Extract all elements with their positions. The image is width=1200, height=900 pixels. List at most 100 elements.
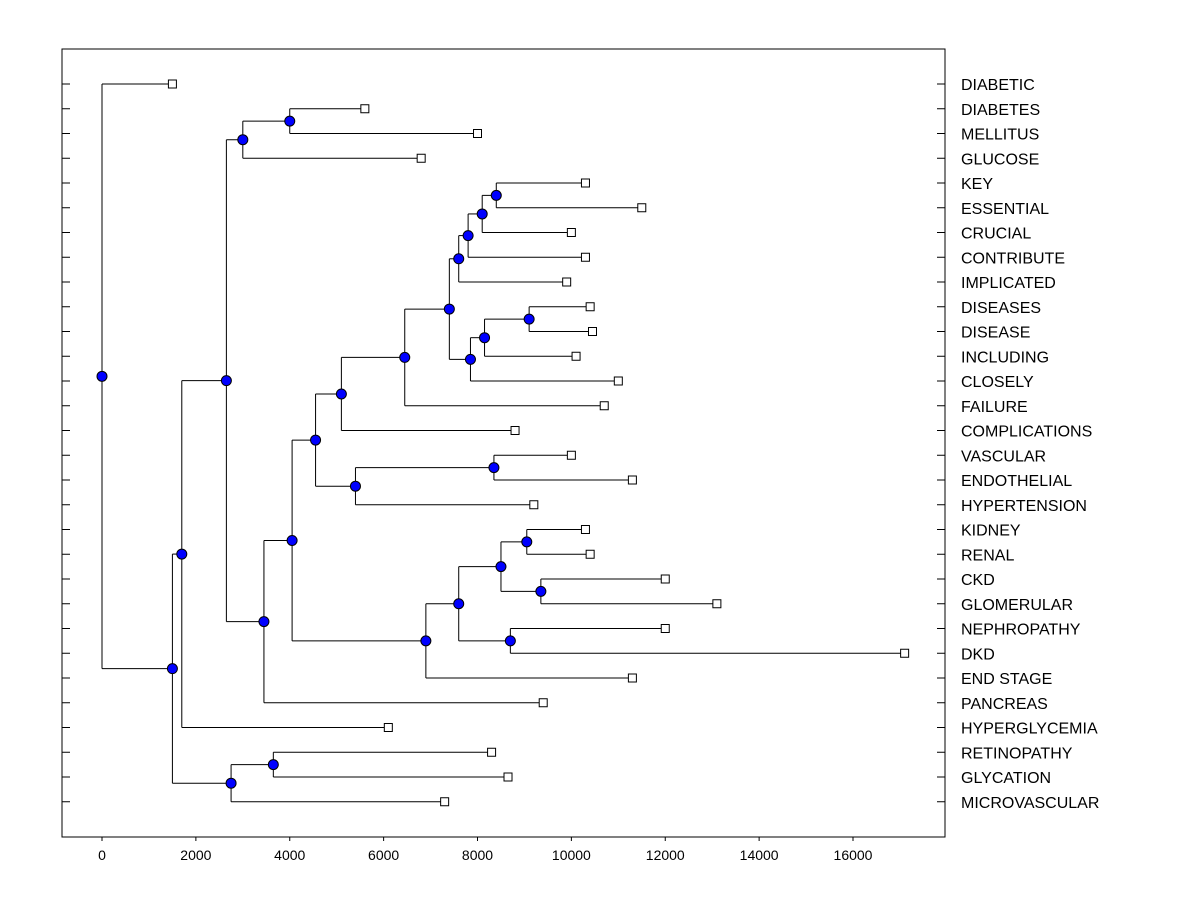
leaf-marker bbox=[660, 574, 670, 584]
leaf-marker bbox=[660, 624, 670, 633]
leaf-marker bbox=[627, 475, 637, 485]
labels-group: DIABETIC DIABETES MELLITUS GLUCOSE KEY ESSENT… bbox=[961, 77, 1099, 812]
cluster-node-marker bbox=[96, 370, 108, 382]
x-tick-label: 8000 bbox=[462, 847, 493, 863]
leaf-marker bbox=[566, 450, 576, 460]
cluster-node-marker bbox=[476, 208, 488, 220]
leaf-marker bbox=[529, 500, 539, 510]
x-tick-label: 0 bbox=[98, 847, 106, 863]
markers-group bbox=[96, 79, 910, 807]
cluster-node-marker bbox=[220, 375, 232, 387]
cluster-node-marker bbox=[258, 616, 270, 628]
cluster-node-marker bbox=[453, 253, 465, 265]
plot-frame bbox=[61, 48, 946, 838]
leaf-marker bbox=[473, 129, 482, 138]
cluster-node-marker bbox=[453, 598, 465, 610]
ticks-group: 0 2000 4000 6000 8000 10000 12000 14000 16000 bbox=[62, 83, 945, 863]
leaf-label: GLOMERULAR bbox=[961, 597, 1073, 614]
cluster-node-marker bbox=[523, 313, 535, 325]
cluster-node-marker bbox=[479, 332, 491, 344]
cluster-node-marker bbox=[488, 462, 500, 474]
leaf-marker bbox=[538, 698, 548, 708]
leaf-marker bbox=[580, 178, 590, 188]
leaf-label: KIDNEY bbox=[961, 523, 1021, 540]
leaf-marker bbox=[580, 252, 590, 262]
leaf-marker bbox=[585, 302, 595, 312]
cluster-node-marker bbox=[535, 585, 547, 597]
leaf-marker bbox=[712, 599, 722, 609]
leaf-label: CRUCIAL bbox=[961, 226, 1031, 243]
cluster-node-marker bbox=[284, 115, 296, 127]
leaf-label: DIABETES bbox=[961, 102, 1040, 119]
leaf-label: NEPHROPATHY bbox=[961, 622, 1081, 639]
cluster-node-marker bbox=[399, 351, 411, 363]
cluster-node-marker bbox=[166, 663, 178, 675]
leaf-marker bbox=[167, 79, 177, 89]
cluster-node-marker bbox=[490, 189, 502, 201]
leaf-label: ESSENTIAL bbox=[961, 201, 1049, 218]
leaf-label: CLOSELY bbox=[961, 374, 1034, 391]
cluster-node-marker bbox=[267, 759, 279, 771]
leaf-label: ENDOTHELIAL bbox=[961, 473, 1072, 490]
leaf-label: GLYCATION bbox=[961, 770, 1051, 787]
leaf-label: INCLUDING bbox=[961, 349, 1049, 366]
leaf-label: FAILURE bbox=[961, 399, 1028, 416]
leaf-label: KEY bbox=[961, 176, 993, 193]
cluster-node-marker bbox=[225, 777, 237, 789]
leaf-marker bbox=[562, 277, 572, 287]
leaf-marker bbox=[900, 648, 910, 658]
x-tick-label: 10000 bbox=[552, 847, 591, 863]
x-tick-label: 4000 bbox=[274, 847, 305, 863]
leaf-label: GLUCOSE bbox=[961, 151, 1039, 168]
cluster-node-marker bbox=[237, 134, 249, 146]
leaf-label: VASCULAR bbox=[961, 448, 1046, 465]
leaf-marker bbox=[587, 327, 597, 336]
leaf-marker bbox=[599, 401, 609, 411]
leaf-marker bbox=[613, 376, 623, 386]
cluster-node-marker bbox=[495, 561, 507, 573]
leaf-marker bbox=[571, 351, 581, 361]
x-tick-label: 2000 bbox=[180, 847, 211, 863]
leaf-label: RENAL bbox=[961, 547, 1014, 564]
cluster-node-marker bbox=[521, 536, 533, 548]
leaf-label: CKD bbox=[961, 572, 995, 589]
leaf-label: PANCREAS bbox=[961, 696, 1048, 713]
leaf-label: HYPERGLYCEMIA bbox=[961, 721, 1098, 738]
leaf-marker bbox=[440, 797, 450, 807]
leaf-label: MELLITUS bbox=[961, 127, 1039, 144]
leaf-marker bbox=[627, 673, 637, 683]
cluster-node-marker bbox=[176, 548, 188, 560]
leaf-marker bbox=[566, 228, 576, 237]
cluster-node-marker bbox=[504, 635, 516, 647]
leaf-label: HYPERTENSION bbox=[961, 498, 1087, 515]
x-tick-label: 12000 bbox=[646, 847, 685, 863]
leaf-label: RETINOPATHY bbox=[961, 745, 1073, 762]
links-group bbox=[101, 83, 905, 803]
cluster-node-marker bbox=[420, 635, 432, 647]
leaf-marker bbox=[637, 203, 647, 213]
x-tick-label: 14000 bbox=[740, 847, 779, 863]
cluster-node-marker bbox=[462, 230, 474, 242]
leaf-marker bbox=[503, 772, 513, 782]
leaf-label: DISEASES bbox=[961, 300, 1041, 317]
leaf-label: MICROVASCULAR bbox=[961, 795, 1099, 812]
x-tick-label: 16000 bbox=[834, 847, 873, 863]
leaf-marker bbox=[487, 747, 497, 757]
leaf-label: DIABETIC bbox=[961, 77, 1035, 94]
leaf-marker bbox=[585, 549, 595, 559]
leaf-marker bbox=[416, 153, 426, 163]
x-tick-label: 6000 bbox=[368, 847, 399, 863]
leaf-label: END STAGE bbox=[961, 671, 1052, 688]
cluster-node-marker bbox=[335, 388, 347, 400]
leaf-marker bbox=[580, 525, 590, 534]
leaf-marker bbox=[360, 104, 370, 114]
cluster-node-marker bbox=[310, 434, 322, 446]
cluster-node-marker bbox=[464, 353, 476, 365]
cluster-node-marker bbox=[349, 480, 361, 492]
leaf-marker bbox=[510, 426, 520, 435]
leaf-label: CONTRIBUTE bbox=[961, 250, 1065, 267]
leaf-label: COMPLICATIONS bbox=[961, 424, 1092, 441]
leaf-label: DISEASE bbox=[961, 325, 1030, 342]
cluster-node-marker bbox=[443, 303, 455, 315]
